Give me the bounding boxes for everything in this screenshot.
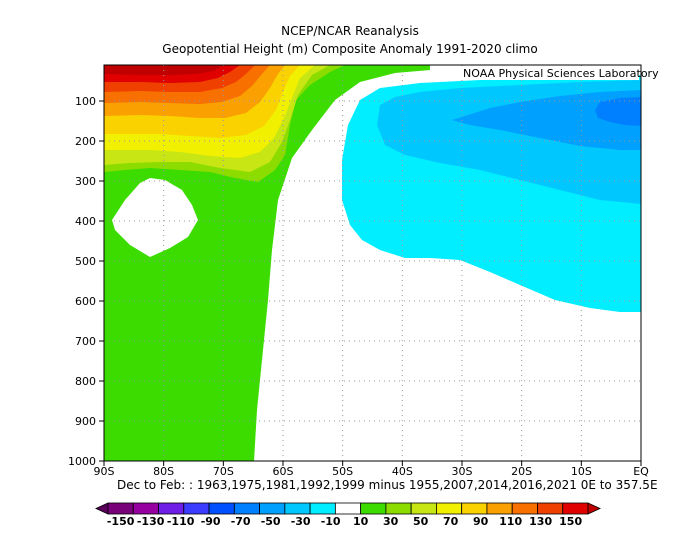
- colorbar-label: 50: [413, 515, 429, 528]
- colorbar: [95, 502, 601, 515]
- chart-title-line2: Geopotential Height (m) Composite Anomal…: [162, 42, 538, 56]
- colorbar-cell: [158, 502, 185, 515]
- colorbar-label: 30: [383, 515, 399, 528]
- colorbar-label: -130: [137, 515, 165, 528]
- colorbar-cell: [132, 502, 159, 515]
- colorbar-label: -110: [167, 515, 195, 528]
- y-tick-label: 800: [75, 375, 96, 388]
- x-tick-label: 40S: [392, 465, 413, 478]
- x-tick-label: 30S: [452, 465, 473, 478]
- x-tick-label: 20S: [511, 465, 532, 478]
- credit-box: [457, 66, 639, 80]
- y-tick-label: 500: [75, 255, 96, 268]
- colorbar-cell: [183, 502, 210, 515]
- colorbar-cell: [233, 502, 260, 515]
- colorbar-label: -150: [107, 515, 135, 528]
- colorbar-label: -50: [261, 515, 281, 528]
- y-tick-label: 700: [75, 335, 96, 348]
- x-axis: 90S 80S 70S 60S 50S 40S 30S 20S 10S EQ: [94, 461, 649, 478]
- colorbar-cell: [107, 502, 134, 515]
- contour-fill-pos-190: [104, 65, 225, 75]
- contour-fill-neg-70: [595, 97, 641, 126]
- colorbar-cap-right: [587, 502, 601, 515]
- y-tick-label: 200: [75, 135, 96, 148]
- x-tick-label: 90S: [94, 465, 115, 478]
- colorbar-cell: [511, 502, 538, 515]
- colorbar-cell: [436, 502, 463, 515]
- colorbar-cell: [309, 502, 336, 515]
- colorbar-cell: [410, 502, 437, 515]
- colorbar-cell: [385, 502, 412, 515]
- colorbar-cell: [461, 502, 488, 515]
- colorbar-cap-left: [95, 502, 109, 515]
- colorbar-label: -70: [231, 515, 251, 528]
- x-tick-label: 70S: [213, 465, 234, 478]
- colorbar-label: 90: [473, 515, 489, 528]
- colorbar-cell: [360, 502, 387, 515]
- colorbar-labels: -150 -130 -110 -90 -70 -50 -30 -10 10 30 50 70 90 110…: [107, 515, 583, 528]
- credit-text: NOAA Physical Sciences Laboratory: [463, 67, 659, 80]
- y-tick-label: 100: [75, 95, 96, 108]
- colorbar-label: -30: [291, 515, 311, 528]
- y-tick-label: 400: [75, 215, 96, 228]
- y-tick-label: 300: [75, 175, 96, 188]
- x-tick-label: EQ: [633, 465, 649, 478]
- x-tick-label: 10S: [571, 465, 592, 478]
- x-tick-label: 50S: [332, 465, 353, 478]
- colorbar-cell: [486, 502, 513, 515]
- x-tick-label: 60S: [273, 465, 294, 478]
- contour-fill-neg-50: [452, 90, 641, 150]
- y-tick-label: 600: [75, 295, 96, 308]
- colorbar-cell: [208, 502, 235, 515]
- colorbar-label: -90: [201, 515, 221, 528]
- y-axis: 100 200 300 400 500 600 700 800 900 1000: [68, 95, 104, 468]
- y-tick-label: 1000: [68, 455, 96, 468]
- x-tick-label: 80S: [153, 465, 174, 478]
- colorbar-label: 110: [499, 515, 522, 528]
- colorbar-label: 130: [529, 515, 552, 528]
- footer-caption: Dec to Feb: : 1963,1975,1981,1992,1999 m…: [117, 478, 658, 492]
- plot-frame: [103, 64, 642, 462]
- chart-title-line1: NCEP/NCAR Reanalysis: [281, 24, 419, 38]
- colorbar-label: 70: [443, 515, 459, 528]
- colorbar-cell: [284, 502, 311, 515]
- grid-lines: [104, 65, 641, 461]
- contour-fills: [104, 65, 641, 461]
- colorbar-cell: [259, 502, 286, 515]
- colorbar-label: -10: [321, 515, 341, 528]
- y-tick-label: 900: [75, 415, 96, 428]
- colorbar-label: 150: [559, 515, 582, 528]
- colorbar-label: 10: [353, 515, 369, 528]
- colorbar-cell: [537, 502, 564, 515]
- colorbar-cell: [562, 502, 589, 515]
- colorbar-cell: [334, 502, 362, 515]
